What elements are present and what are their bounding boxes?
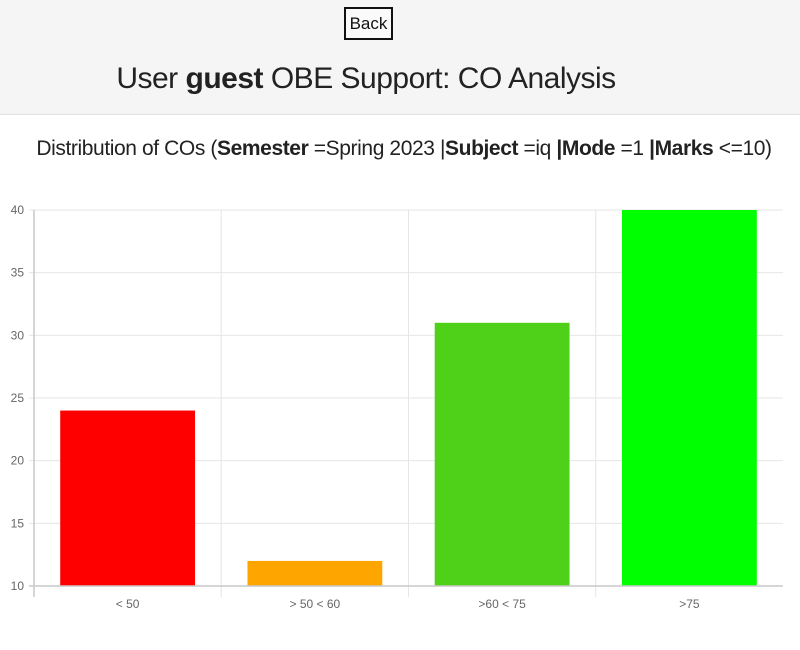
y-tick-label: 40	[11, 203, 25, 217]
page-title: User guest OBE Support: CO Analysis	[0, 62, 732, 96]
bar-0	[60, 410, 196, 586]
y-tick-label: 15	[11, 516, 25, 530]
sub-text: Distribution of COs (	[36, 137, 217, 160]
subject-label: Subject	[445, 137, 519, 160]
subject-value: =iq	[518, 137, 557, 160]
x-tick-label: > 50 < 60	[290, 597, 341, 611]
y-tick-label: 25	[11, 391, 25, 405]
bar-2	[434, 322, 570, 586]
y-tick-label: 20	[11, 454, 25, 468]
mode-label: Mode	[561, 137, 616, 160]
title-prefix: User	[116, 62, 186, 95]
marks-value: <=10)	[713, 137, 772, 160]
chart-subtitle: Distribution of COs (Semester =Spring 20…	[0, 137, 800, 161]
y-tick-label: 35	[11, 266, 25, 280]
semester-label: Semester	[217, 137, 309, 160]
marks-label: Marks	[654, 137, 714, 160]
y-tick-label: 30	[11, 328, 25, 342]
separator: |	[556, 137, 562, 160]
back-button[interactable]: Back	[344, 7, 393, 40]
separator: |	[649, 137, 655, 160]
y-tick-label: 10	[11, 579, 25, 593]
title-suffix: OBE Support: CO Analysis	[263, 62, 616, 95]
semester-value: =Spring 2023 |	[308, 137, 446, 160]
mode-value: =1	[615, 137, 650, 160]
x-tick-label: < 50	[116, 597, 140, 611]
bar-3	[621, 210, 757, 586]
bar-1	[247, 560, 383, 586]
x-tick-label: >75	[679, 597, 700, 611]
x-tick-label: >60 < 75	[478, 597, 526, 611]
username: guest	[185, 62, 264, 95]
header: Back User guest OBE Support: CO Analysis	[0, 0, 800, 115]
